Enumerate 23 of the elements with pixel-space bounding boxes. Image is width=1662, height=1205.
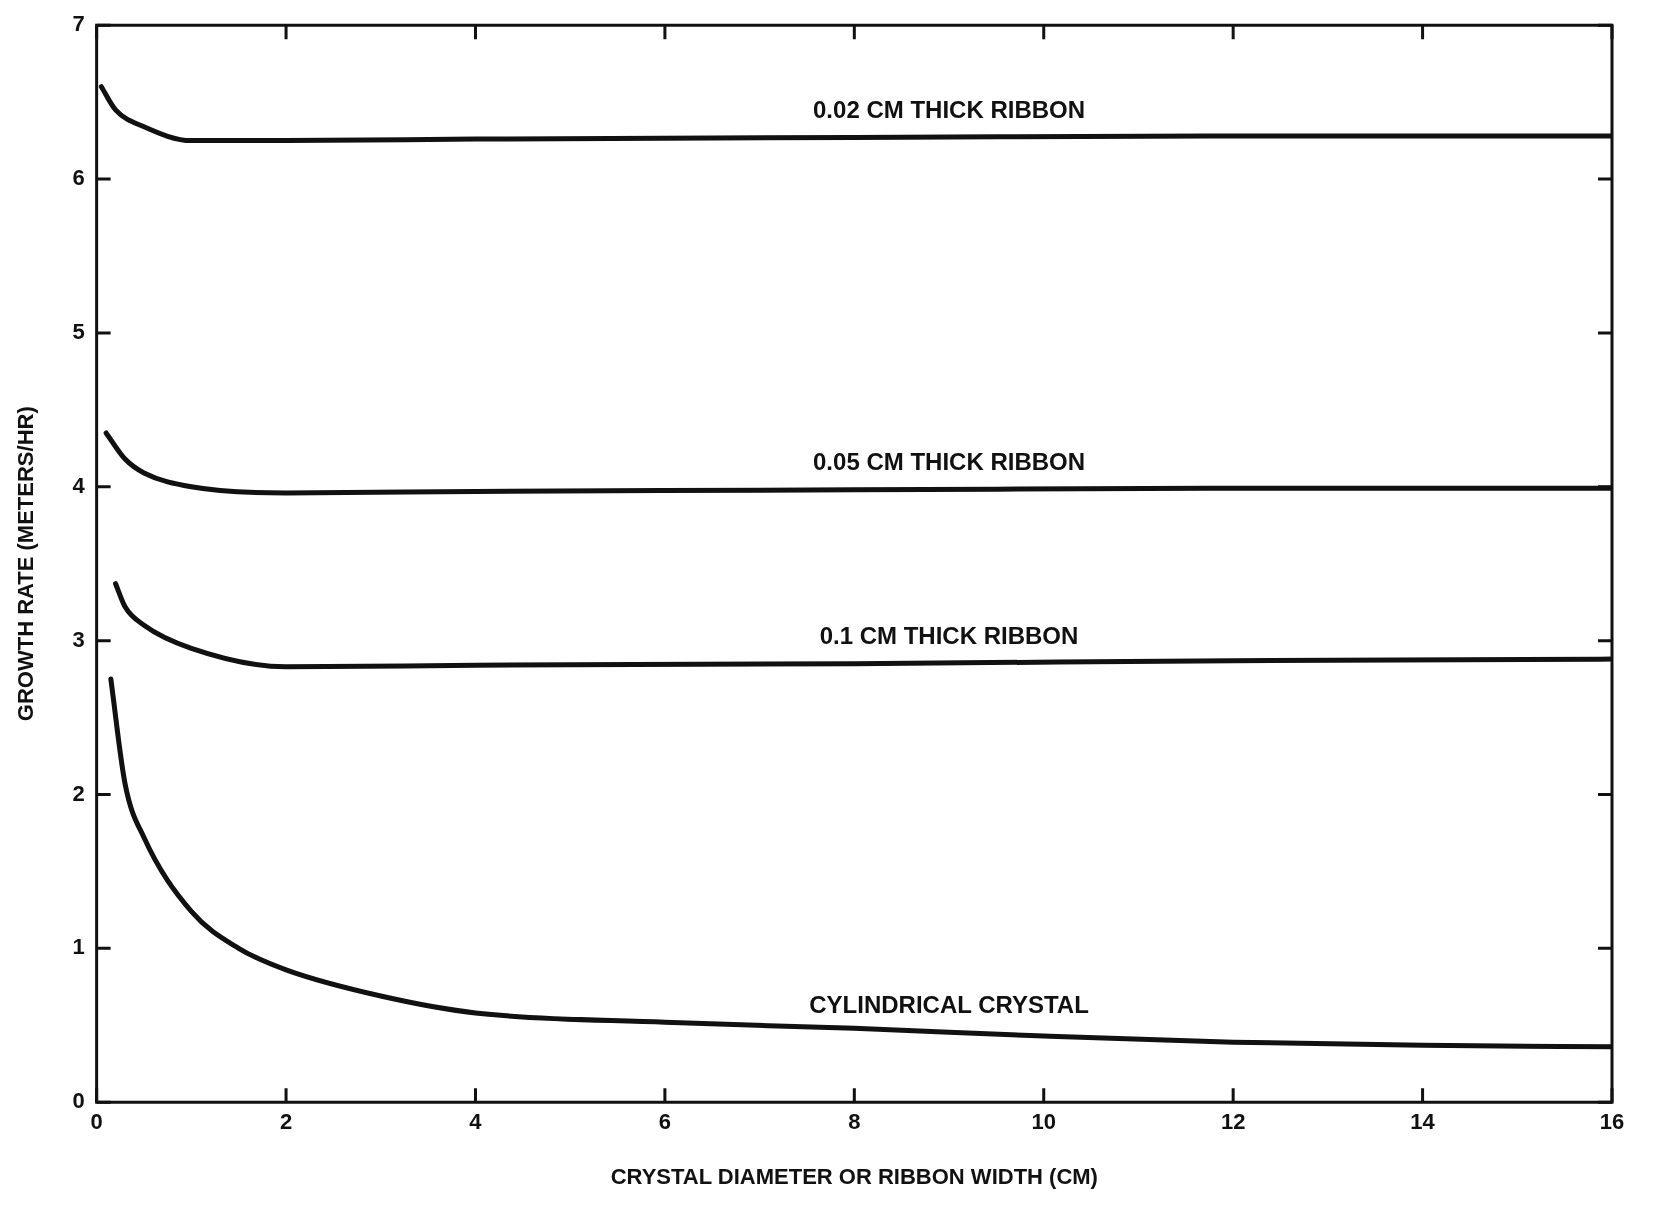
y-tick-label: 4 — [72, 472, 86, 498]
y-tick-label: 5 — [72, 318, 85, 344]
y-tick-label: 1 — [72, 934, 85, 960]
series-label: 0.1 CM THICK RIBBON — [819, 621, 1079, 649]
y-tick-label: 2 — [72, 780, 85, 806]
y-tick-label: 0 — [72, 1088, 85, 1114]
x-tick-label: 0 — [90, 1109, 103, 1135]
x-tick-label: 8 — [848, 1109, 861, 1135]
x-tick-label: 10 — [1031, 1109, 1056, 1135]
x-axis-title: CRYSTAL DIAMETER OR RIBBON WIDTH (CM) — [610, 1163, 1098, 1189]
x-tick-label: 2 — [279, 1109, 293, 1135]
y-tick-label: 7 — [72, 11, 85, 37]
x-tick-label: 16 — [1599, 1109, 1625, 1135]
y-axis-title: GROWTH RATE (METERS/HR) — [13, 406, 39, 722]
series-label: 0.02 CM THICK RIBBON — [813, 95, 1086, 123]
x-tick-label: 6 — [658, 1109, 672, 1135]
series-label: CYLINDRICAL CRYSTAL — [809, 990, 1089, 1018]
x-tick-label: 4 — [469, 1109, 483, 1135]
y-tick-label: 6 — [72, 165, 85, 191]
x-tick-label: 14 — [1410, 1109, 1436, 1135]
y-tick-label: 3 — [72, 626, 85, 652]
series-label: 0.05 CM THICK RIBBON — [813, 448, 1086, 476]
x-tick-label: 12 — [1220, 1109, 1246, 1135]
